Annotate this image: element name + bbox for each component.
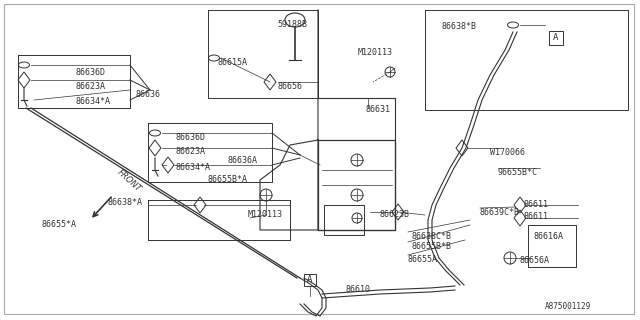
Text: 86636: 86636: [135, 90, 160, 99]
Text: 86616A: 86616A: [534, 232, 564, 241]
Text: A875001129: A875001129: [545, 302, 591, 311]
Text: 86638C*B: 86638C*B: [412, 232, 452, 241]
Text: 86623B: 86623B: [380, 210, 410, 219]
Text: M120113: M120113: [248, 210, 283, 219]
Text: 86636A: 86636A: [228, 156, 258, 165]
Text: 86634*A: 86634*A: [75, 97, 110, 106]
Text: 86634*A: 86634*A: [175, 163, 210, 172]
Text: M120113: M120113: [358, 48, 393, 57]
Text: 86638*A: 86638*A: [107, 198, 142, 207]
Text: 86656A: 86656A: [520, 256, 550, 265]
Text: FRONT: FRONT: [115, 168, 142, 194]
Text: 86655B*A: 86655B*A: [208, 175, 248, 184]
Text: W170066: W170066: [490, 148, 525, 157]
Text: 86623A: 86623A: [175, 147, 205, 156]
Bar: [324, 205, 364, 235]
Text: 86636D: 86636D: [175, 133, 205, 142]
Text: 86611: 86611: [524, 200, 549, 209]
Text: 86638*B: 86638*B: [442, 22, 477, 31]
Text: 86639C*B: 86639C*B: [480, 208, 520, 217]
Text: 59188B: 59188B: [277, 20, 307, 29]
Text: 86655B*B: 86655B*B: [412, 242, 452, 251]
Bar: [304, 274, 316, 286]
Text: 86610: 86610: [345, 285, 370, 294]
Text: 86655*A: 86655*A: [42, 220, 77, 229]
Text: 86656: 86656: [278, 82, 303, 91]
Text: 86611: 86611: [524, 212, 549, 221]
Text: A: A: [307, 276, 313, 284]
Text: 86636D: 86636D: [75, 68, 105, 77]
Bar: [528, 225, 576, 267]
Bar: [318, 140, 395, 230]
Text: A: A: [554, 34, 559, 43]
Text: 96655B*C: 96655B*C: [498, 168, 538, 177]
Text: 86615A: 86615A: [218, 58, 248, 67]
Text: 86623A: 86623A: [75, 82, 105, 91]
Bar: [549, 31, 563, 45]
Text: 86631: 86631: [365, 105, 390, 114]
Text: 86655A: 86655A: [408, 255, 438, 264]
